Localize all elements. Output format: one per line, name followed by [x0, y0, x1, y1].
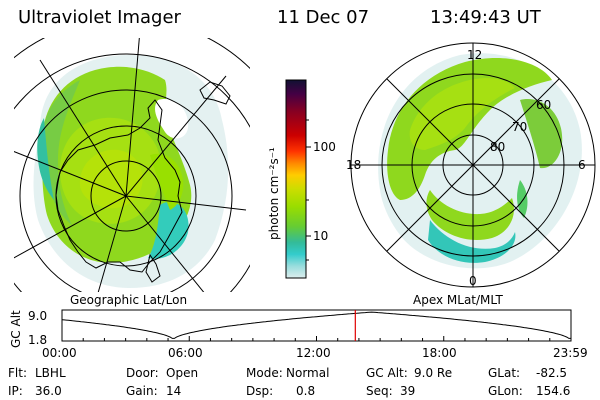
dsp-value: 0.8 — [296, 384, 315, 398]
geographic-map — [14, 38, 250, 292]
geographic-aurora-image — [33, 55, 229, 288]
coastline-peninsula — [145, 253, 161, 283]
mode-value: Normal — [286, 366, 329, 380]
mlt-label-12: 12 — [467, 48, 482, 62]
seq-value: 39 — [400, 384, 415, 398]
glon-value: 154.6 — [536, 384, 570, 398]
colorbar-gradient — [285, 79, 307, 279]
apex-aurora-image — [378, 53, 582, 269]
flt-value: LBHL — [35, 366, 66, 380]
geographic-map-label: Geographic Lat/Lon — [70, 293, 187, 307]
apex-map: 12 6 0 18 60 70 80 — [346, 42, 596, 288]
colorbar-unit-label: photon cm⁻²s⁻¹ — [267, 147, 281, 240]
glat-value: -82.5 — [536, 366, 567, 380]
time-label-1200: 12:00 — [296, 346, 331, 360]
instrument-status: Flt: LBHL Door: Open Mode: Normal GC Alt… — [8, 366, 570, 398]
mlat-label-70: 70 — [512, 120, 527, 134]
altitude-strip-ticks — [61, 336, 572, 341]
altitude-strip: GC Alt 9.0 1.8 00:00 06:00 12:00 18:00 2… — [9, 309, 588, 360]
mlt-label-6: 6 — [578, 158, 586, 172]
door-value: Open — [166, 366, 198, 380]
mlt-label-0: 0 — [469, 274, 477, 288]
altitude-axis-label: GC Alt — [9, 310, 23, 348]
instrument-title: Ultraviolet Imager — [18, 7, 181, 28]
colorbar-tick-100: 100 — [313, 140, 336, 154]
mlat-label-80: 80 — [490, 140, 505, 154]
observation-time: 13:49:43 UT — [430, 7, 541, 28]
gain-label: Gain: — [126, 384, 158, 398]
door-label: Door: — [126, 366, 159, 380]
time-label-2359: 23:59 — [553, 346, 588, 360]
dsp-label: Dsp: — [246, 384, 273, 398]
time-label-0600: 06:00 — [168, 346, 203, 360]
time-label-1800: 18:00 — [422, 346, 457, 360]
colorbar-tick-10: 10 — [313, 229, 328, 243]
flt-label: Flt: — [8, 366, 27, 380]
ip-label: IP: — [8, 384, 23, 398]
mlat-label-60: 60 — [536, 98, 551, 112]
ip-value: 36.0 — [35, 384, 62, 398]
apex-map-label: Apex MLat/MLT — [413, 293, 503, 307]
mlt-label-18: 18 — [346, 158, 361, 172]
altitude-y-label-max: 9.0 — [28, 309, 47, 323]
geographic-grid — [14, 38, 250, 292]
apex-grid — [350, 42, 596, 288]
time-label-0000: 00:00 — [42, 346, 77, 360]
gc-alt-value: 9.0 Re — [414, 366, 452, 380]
seq-label: Seq: — [366, 384, 393, 398]
mode-label: Mode: — [246, 366, 283, 380]
gc-alt-label: GC Alt: — [366, 366, 408, 380]
coastline-island — [199, 81, 231, 105]
glat-label: GLat: — [488, 366, 520, 380]
gain-value: 14 — [166, 384, 181, 398]
colorbar: 100 10 photon cm⁻²s⁻¹ — [267, 79, 336, 279]
observation-date: 11 Dec 07 — [277, 7, 370, 28]
altitude-curve — [61, 311, 571, 339]
altitude-y-label-min: 1.8 — [28, 333, 47, 347]
glon-label: GLon: — [488, 384, 523, 398]
coastline — [55, 99, 183, 273]
